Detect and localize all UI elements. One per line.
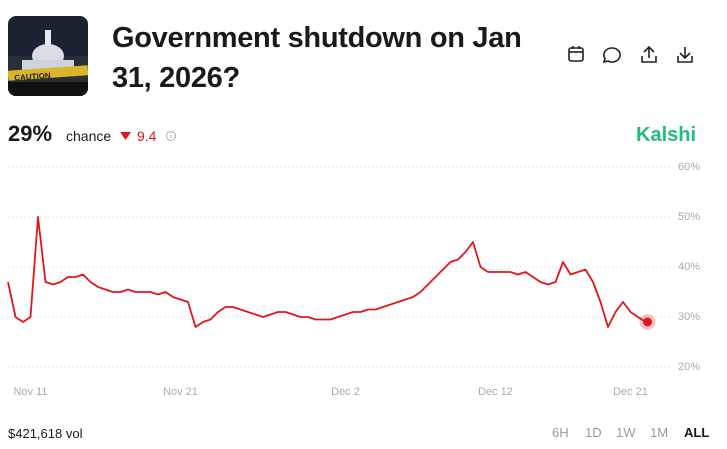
- x-tick-label: Nov 21: [163, 386, 198, 398]
- range-button[interactable]: 1D: [585, 425, 602, 440]
- market-image: CAUTION: [8, 16, 88, 96]
- y-tick-label: 30%: [678, 311, 700, 323]
- chance-value: 29%: [8, 121, 53, 146]
- x-tick-label: Dec 2: [331, 386, 360, 398]
- range-button[interactable]: 1W: [616, 425, 636, 440]
- range-button[interactable]: 6H: [552, 425, 569, 440]
- chance-label: chance: [66, 128, 112, 144]
- toolbar: [568, 45, 693, 64]
- y-tick-label: 60%: [678, 161, 700, 173]
- chance-change: 9.4: [137, 128, 157, 144]
- info-icon[interactable]: [165, 130, 177, 142]
- y-tick-label: 40%: [678, 261, 700, 273]
- down-arrow: [120, 132, 131, 140]
- y-tick-label: 50%: [678, 211, 700, 223]
- y-tick-label: 20%: [678, 361, 700, 373]
- svg-text:CAUTION: CAUTION: [14, 71, 51, 83]
- range-button[interactable]: 1M: [650, 425, 669, 440]
- price-line: [7, 216, 646, 328]
- range-button[interactable]: ALL: [684, 425, 710, 440]
- volume: $421,618 vol: [8, 426, 83, 441]
- x-tick-label: Dec 12: [478, 386, 513, 398]
- download-icon[interactable]: [677, 47, 693, 63]
- share-icon[interactable]: [641, 45, 657, 63]
- calendar-icon[interactable]: [568, 46, 584, 62]
- source-name: Kalshi: [636, 124, 697, 146]
- comment-icon[interactable]: [602, 47, 621, 64]
- current-point: [643, 317, 652, 327]
- x-tick-label: Dec 21: [613, 386, 648, 398]
- market-title: Government shutdown on Jan 31, 2026?: [112, 22, 522, 94]
- x-tick-label: Nov 11: [13, 386, 47, 398]
